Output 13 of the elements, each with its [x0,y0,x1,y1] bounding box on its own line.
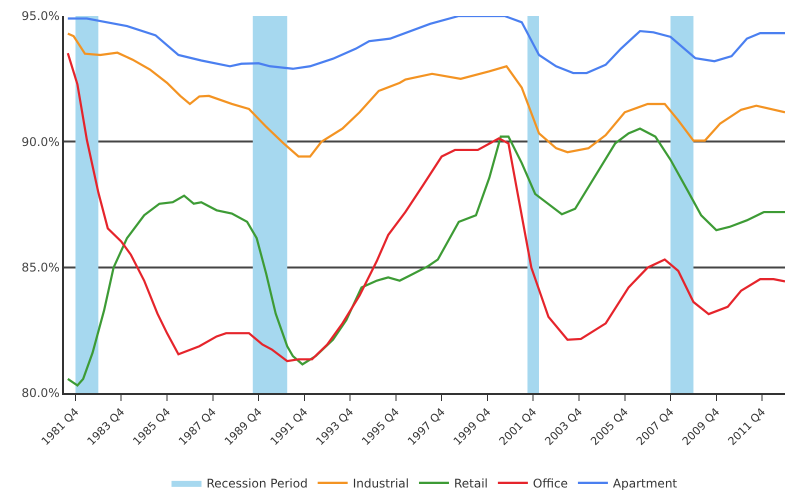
y-tick-label: 85.0% [21,260,60,275]
legend-label: Recession Period [206,476,308,491]
legend-label: Retail [454,476,488,491]
y-tick-label: 90.0% [21,134,60,149]
line-series [66,128,785,387]
legend-label: Office [532,476,568,491]
line-series [66,52,785,362]
y-tick-label: 95.0% [21,9,60,24]
line-series [66,16,785,74]
legend-label: Industrial [352,476,409,491]
y-tick-label: 80.0% [21,386,60,400]
legend-label: Apartment [612,476,678,491]
line-series [66,32,785,158]
